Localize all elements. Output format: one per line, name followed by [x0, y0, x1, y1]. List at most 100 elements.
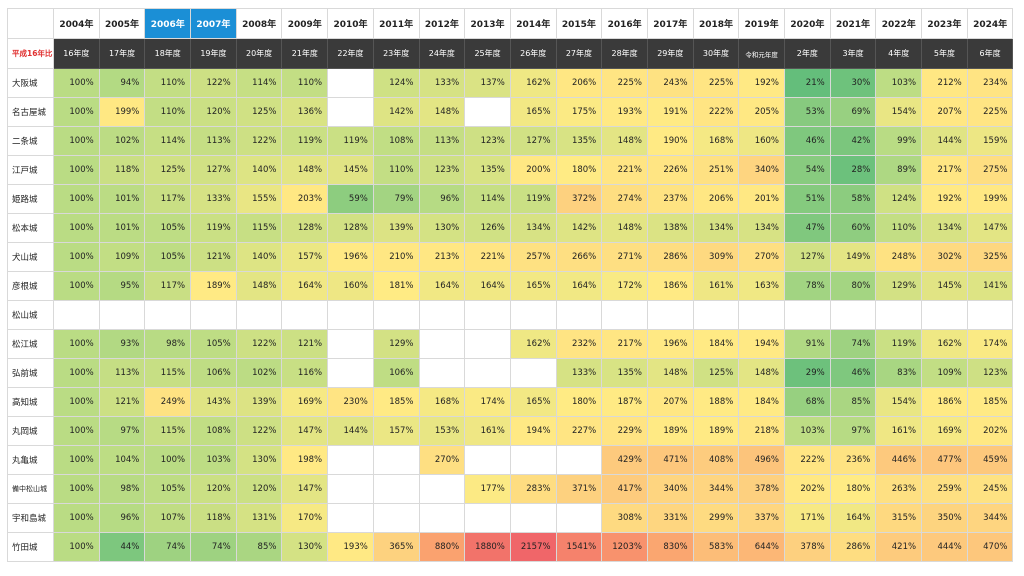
heatmap-cell: 271% [601, 242, 648, 272]
heatmap-cell: 249% [144, 387, 192, 417]
row-label: 弘前城 [7, 358, 54, 388]
heatmap-cell: 164% [281, 271, 329, 301]
heatmap-cell: 193% [327, 532, 374, 562]
heatmap-cell: 181% [372, 271, 420, 301]
heatmap-cell: 60% [829, 213, 877, 243]
heatmap-cell: 337% [738, 503, 785, 533]
table-row: 二条城 100% 102% 114% 113% 122% 119% 119% 108% 113% 1… [7, 126, 1014, 156]
heatmap-cell: 186% [921, 387, 968, 417]
heatmap-cell: 225% [601, 68, 648, 98]
row-label: 松山城 [7, 300, 54, 330]
heatmap-cell: 120% [190, 97, 237, 127]
heatmap-cell: 134% [738, 213, 785, 243]
heatmap-cell: 185% [966, 387, 1014, 417]
heatmap-cell: 120% [235, 474, 283, 504]
row-label: 宇和島城 [7, 503, 54, 533]
heatmap-cell [327, 97, 374, 127]
heatmap-cell: 140% [235, 155, 283, 185]
heatmap-cell [235, 300, 283, 330]
heatmap-cell: 199% [98, 97, 146, 127]
heatmap-cell [966, 300, 1014, 330]
heatmap-cell: 53% [784, 97, 831, 127]
heatmap-cell: 148% [601, 126, 648, 156]
heatmap-cell: 275% [966, 155, 1014, 185]
heatmap-cell: 144% [921, 126, 968, 156]
heatmap-cell [327, 503, 374, 533]
heatmap-cell [144, 300, 192, 330]
heatmap-cell: 113% [418, 126, 466, 156]
heatmap-cell: 187% [601, 387, 648, 417]
heatmap-cell: 259% [921, 474, 968, 504]
heatmap-cell: 142% [555, 213, 603, 243]
heatmap-cell: 29% [784, 358, 831, 388]
heatmap-cell: 117% [144, 184, 192, 214]
heatmap-cell: 119% [190, 213, 237, 243]
heatmap-cell: 234% [966, 68, 1014, 98]
heatmap-cell: 263% [875, 474, 923, 504]
heatmap-cell [53, 300, 100, 330]
heatmap-cell: 74% [190, 532, 237, 562]
heatmap-cell: 248% [875, 242, 923, 272]
heatmap-table: 2004年 2005年 2006年 2007年 2008年 2009年 2010年 2011年… [7, 8, 1014, 562]
year-header-17: 2021年 [829, 8, 877, 39]
heatmap-cell: 129% [372, 329, 420, 359]
heatmap-cell: 206% [555, 68, 603, 98]
heatmap-cell [509, 358, 557, 388]
heatmap-cell: 127% [509, 126, 557, 156]
heatmap-cell: 180% [555, 155, 603, 185]
heatmap-cell: 350% [921, 503, 968, 533]
row-label: 名古屋城 [7, 97, 54, 127]
heatmap-cell: 212% [921, 68, 968, 98]
heatmap-cell: 118% [98, 155, 146, 185]
heatmap-cell: 169% [921, 416, 968, 446]
year-header-4: 2008年 [235, 8, 283, 39]
heatmap-cell: 164% [464, 271, 511, 301]
heatmap-cell [692, 300, 740, 330]
heatmap-cell: 184% [692, 329, 740, 359]
heatmap-cell: 135% [555, 126, 603, 156]
heatmap-cell: 125% [144, 155, 192, 185]
heatmap-cell: 133% [555, 358, 603, 388]
heatmap-cell: 365% [372, 532, 420, 562]
heatmap-cell [327, 300, 374, 330]
heatmap-cell: 477% [921, 445, 968, 475]
heatmap-cell: 119% [875, 329, 923, 359]
heatmap-cell [464, 97, 511, 127]
heatmap-cell: 116% [281, 358, 329, 388]
heatmap-cell: 51% [784, 184, 831, 214]
heatmap-cell: 130% [235, 445, 283, 475]
heatmap-cell [784, 300, 831, 330]
heatmap-cell: 105% [144, 213, 192, 243]
row-label: 姫路城 [7, 184, 54, 214]
heatmap-cell: 145% [921, 271, 968, 301]
heatmap-cell: 227% [555, 416, 603, 446]
heatmap-cell: 100% [53, 329, 100, 359]
heatmap-cell: 161% [692, 271, 740, 301]
heatmap-cell: 125% [692, 358, 740, 388]
heatmap-cell: 147% [281, 474, 329, 504]
heatmap-cell: 96% [98, 503, 146, 533]
heatmap-cell: 136% [281, 97, 329, 127]
heatmap-cell: 115% [144, 416, 192, 446]
fiscal-year-header-11: 27年度 [555, 38, 603, 69]
heatmap-cell: 1880% [464, 532, 511, 562]
heatmap-cell: 102% [98, 126, 146, 156]
heatmap-cell: 226% [646, 155, 694, 185]
heatmap-cell: 46% [829, 358, 877, 388]
heatmap-cell: 130% [418, 213, 466, 243]
fiscal-year-header-3: 19年度 [190, 38, 237, 69]
fiscal-year-header-0: 16年度 [53, 38, 100, 69]
fiscal-year-header-17: 3年度 [829, 38, 877, 69]
heatmap-cell: 213% [418, 242, 466, 272]
heatmap-cell: 100% [53, 68, 100, 98]
heatmap-cell: 1541% [555, 532, 603, 562]
heatmap-cell [509, 445, 557, 475]
heatmap-cell: 100% [53, 358, 100, 388]
corner-cell [7, 8, 54, 39]
heatmap-cell: 110% [875, 213, 923, 243]
heatmap-cell: 417% [601, 474, 648, 504]
heatmap-cell: 100% [53, 271, 100, 301]
heatmap-cell: 194% [509, 416, 557, 446]
heatmap-cell: 222% [784, 445, 831, 475]
heatmap-cell: 148% [601, 213, 648, 243]
